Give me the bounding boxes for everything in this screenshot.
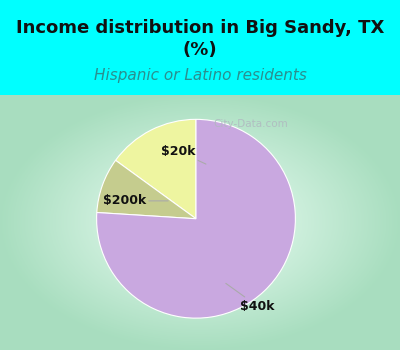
Text: $200k: $200k [103,194,168,207]
Text: $40k: $40k [226,284,275,313]
Text: City-Data.com: City-Data.com [213,119,288,129]
Text: $20k: $20k [161,145,206,164]
Text: Hispanic or Latino residents: Hispanic or Latino residents [94,68,306,83]
Wedge shape [97,119,296,318]
Wedge shape [97,160,196,219]
Wedge shape [116,119,196,219]
Text: Income distribution in Big Sandy, TX
(%): Income distribution in Big Sandy, TX (%) [16,19,384,59]
